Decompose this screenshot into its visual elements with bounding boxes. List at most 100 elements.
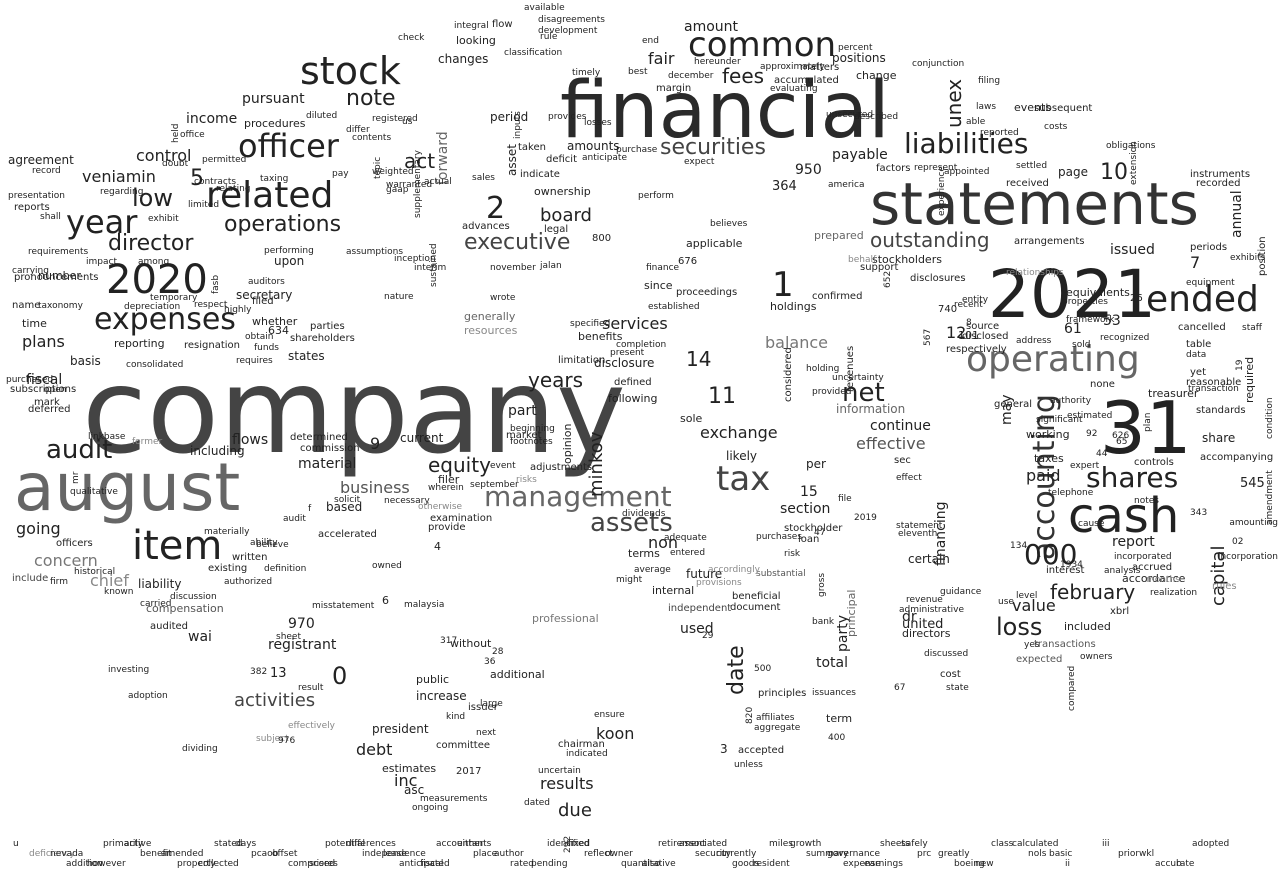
cloud-word: sole xyxy=(680,412,703,425)
cloud-word: uncertainty xyxy=(832,373,884,383)
cloud-word: internal xyxy=(652,584,695,597)
cloud-word: expert xyxy=(1070,461,1100,471)
cloud-word: non xyxy=(648,533,679,552)
cloud-word: item xyxy=(132,523,223,569)
cloud-word: prior xyxy=(1118,849,1140,859)
cloud-word: assets xyxy=(590,508,673,538)
cloud-word: executive xyxy=(464,230,571,255)
cloud-word: statement xyxy=(896,521,943,531)
cloud-word: miles xyxy=(769,839,793,849)
cloud-word: might xyxy=(616,575,643,585)
cloud-word: supplementary xyxy=(413,150,423,219)
cloud-word: relationships xyxy=(1006,268,1064,278)
cloud-word: active xyxy=(124,839,152,849)
cloud-word: respect xyxy=(194,300,228,310)
cloud-word: wkl xyxy=(1139,849,1155,859)
cloud-word: holding xyxy=(806,364,840,374)
cloud-word: determined xyxy=(290,432,348,443)
cloud-word: respectively xyxy=(946,344,1007,355)
cloud-word: risks xyxy=(516,475,537,485)
cloud-word: plan xyxy=(1143,412,1153,432)
cloud-word: taxonomy xyxy=(38,301,83,311)
cloud-word: rated xyxy=(510,859,534,869)
cloud-word: property xyxy=(177,859,216,869)
cloud-word: available xyxy=(524,3,565,13)
cloud-word: 44 xyxy=(1096,449,1108,459)
cloud-word: development xyxy=(538,26,598,36)
cloud-word: 134 xyxy=(1010,541,1028,551)
cloud-word: operating xyxy=(966,339,1140,380)
cloud-word: none xyxy=(1090,379,1115,390)
cloud-word: security xyxy=(695,849,731,859)
cloud-word: dr xyxy=(902,609,917,625)
cloud-word: 545 xyxy=(1240,476,1265,491)
cloud-word: b xyxy=(1176,859,1182,869)
cloud-word: inc xyxy=(394,771,418,790)
cloud-word: audit xyxy=(46,435,113,465)
cloud-word: disclosed xyxy=(962,331,1009,342)
cloud-word: defined xyxy=(614,377,652,388)
cloud-word: commission xyxy=(300,443,360,454)
cloud-word: inputs xyxy=(513,111,523,140)
cloud-word: without xyxy=(450,637,492,650)
cloud-word: use xyxy=(998,597,1014,607)
cloud-word: ensure xyxy=(594,710,625,720)
cloud-word: 317 xyxy=(440,636,458,646)
cloud-word: cause xyxy=(1078,519,1105,529)
cloud-word: services xyxy=(602,314,668,333)
cloud-word: 9 xyxy=(370,434,381,453)
cloud-word: 2017 xyxy=(456,766,482,777)
cloud-word: stated xyxy=(214,839,243,849)
cloud-word: common xyxy=(688,25,837,65)
cloud-word: independent xyxy=(668,603,732,614)
cloud-word: fees xyxy=(722,64,765,88)
cloud-word: notes xyxy=(1134,496,1159,506)
cloud-word: warranted xyxy=(386,180,433,190)
cloud-word: consolidated xyxy=(126,360,184,370)
cloud-word: accelerated xyxy=(318,529,377,540)
cloud-word: filed xyxy=(252,296,274,307)
cloud-word: fixed xyxy=(568,839,590,849)
cloud-word: basic xyxy=(1049,849,1073,859)
cloud-word: included xyxy=(1064,620,1111,633)
cloud-word: fiscal xyxy=(26,372,63,388)
cloud-word: 19 xyxy=(1235,359,1245,371)
cloud-word: contents xyxy=(352,133,392,143)
cloud-word: stockholder xyxy=(784,523,843,534)
cloud-word: requires xyxy=(236,356,273,366)
cloud-word: based xyxy=(326,500,363,514)
cloud-word: iii xyxy=(1102,839,1110,849)
cloud-word: stockholders xyxy=(872,253,942,266)
cloud-word: issuances xyxy=(812,688,856,698)
cloud-word: result xyxy=(298,683,324,693)
cloud-word: 0 xyxy=(332,662,348,690)
cloud-word: 652 xyxy=(883,271,893,289)
cloud-word: 8 xyxy=(966,318,972,328)
cloud-word: following xyxy=(608,392,658,405)
cloud-word: effective xyxy=(856,434,926,453)
cloud-word: authority xyxy=(1050,396,1092,406)
cloud-word: income xyxy=(186,111,238,127)
cloud-word: name xyxy=(12,300,41,311)
cloud-word: kind xyxy=(446,712,466,722)
cloud-word: stock xyxy=(300,49,401,93)
cloud-word: including xyxy=(190,444,245,458)
cloud-word: 3 xyxy=(720,742,728,756)
cloud-word: purchases xyxy=(756,532,803,542)
cloud-word: 26 xyxy=(1130,293,1143,304)
cloud-word: u xyxy=(13,839,19,849)
cloud-word: change xyxy=(856,69,897,82)
cloud-word: currently xyxy=(716,849,757,859)
cloud-word: factors xyxy=(876,163,911,174)
cloud-word: known xyxy=(104,587,134,597)
cloud-word: 61 xyxy=(1064,321,1082,337)
cloud-word: issued xyxy=(1110,242,1155,258)
cloud-word: part xyxy=(508,403,537,419)
cloud-word: registrant xyxy=(268,637,337,653)
cloud-word: contracts xyxy=(194,177,237,187)
cloud-word: discussed xyxy=(924,649,969,659)
cloud-word: unless xyxy=(734,760,763,770)
cloud-word: source xyxy=(966,321,1000,332)
cloud-word: 12 xyxy=(946,323,967,342)
cloud-word: scores xyxy=(309,859,338,869)
